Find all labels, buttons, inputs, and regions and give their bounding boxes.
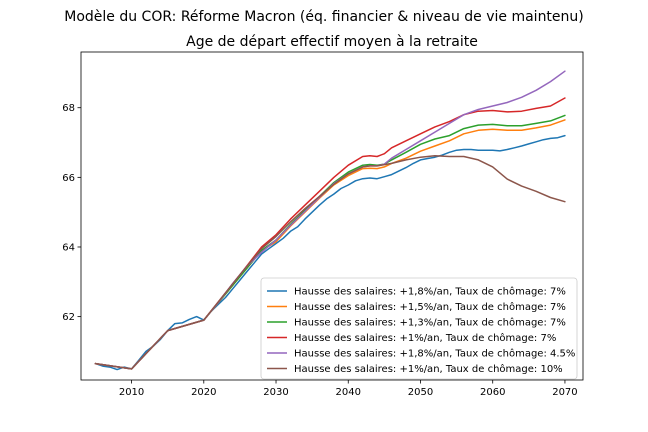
x-tick-label: 2010	[119, 387, 144, 398]
series-line-6	[94, 155, 566, 370]
x-tick-label: 2040	[336, 387, 361, 398]
chart-suptitle: Modèle du COR: Réforme Macron (éq. finan…	[64, 9, 584, 25]
x-tick-label: 2030	[263, 387, 288, 398]
y-tick-label: 64	[62, 242, 75, 253]
plot-area: 2010 2020 2030 2040 2050 2060 2070 62 64 66 68 Haus…	[62, 51, 584, 398]
x-tick-label: 2020	[191, 387, 216, 398]
x-tick-label: 2050	[408, 387, 433, 398]
chart-title: Age de départ effectif moyen à la retrai…	[186, 34, 478, 50]
legend-box	[260, 277, 578, 380]
legend-label: Hausse des salaires: +1,5%/an, Taux de c…	[294, 301, 566, 313]
y-tick-label: 66	[62, 173, 75, 184]
y-tick-label: 62	[62, 312, 75, 323]
legend-label: Hausse des salaires: +1%/an, Taux de chô…	[294, 332, 556, 344]
y-tick-label: 68	[62, 103, 75, 114]
legend-label: Hausse des salaires: +1%/an, Taux de chô…	[294, 363, 563, 375]
x-tick-label: 2070	[552, 387, 577, 398]
legend-label: Hausse des salaires: +1,8%/an, Taux de c…	[294, 286, 566, 298]
legend-label: Hausse des salaires: +1,8%/an, Taux de c…	[294, 348, 575, 360]
x-tick-label: 2060	[480, 387, 505, 398]
series-line-1	[94, 134, 566, 371]
legend-label: Hausse des salaires: +1,3%/an, Taux de c…	[294, 317, 566, 329]
axes-frame	[80, 51, 584, 381]
